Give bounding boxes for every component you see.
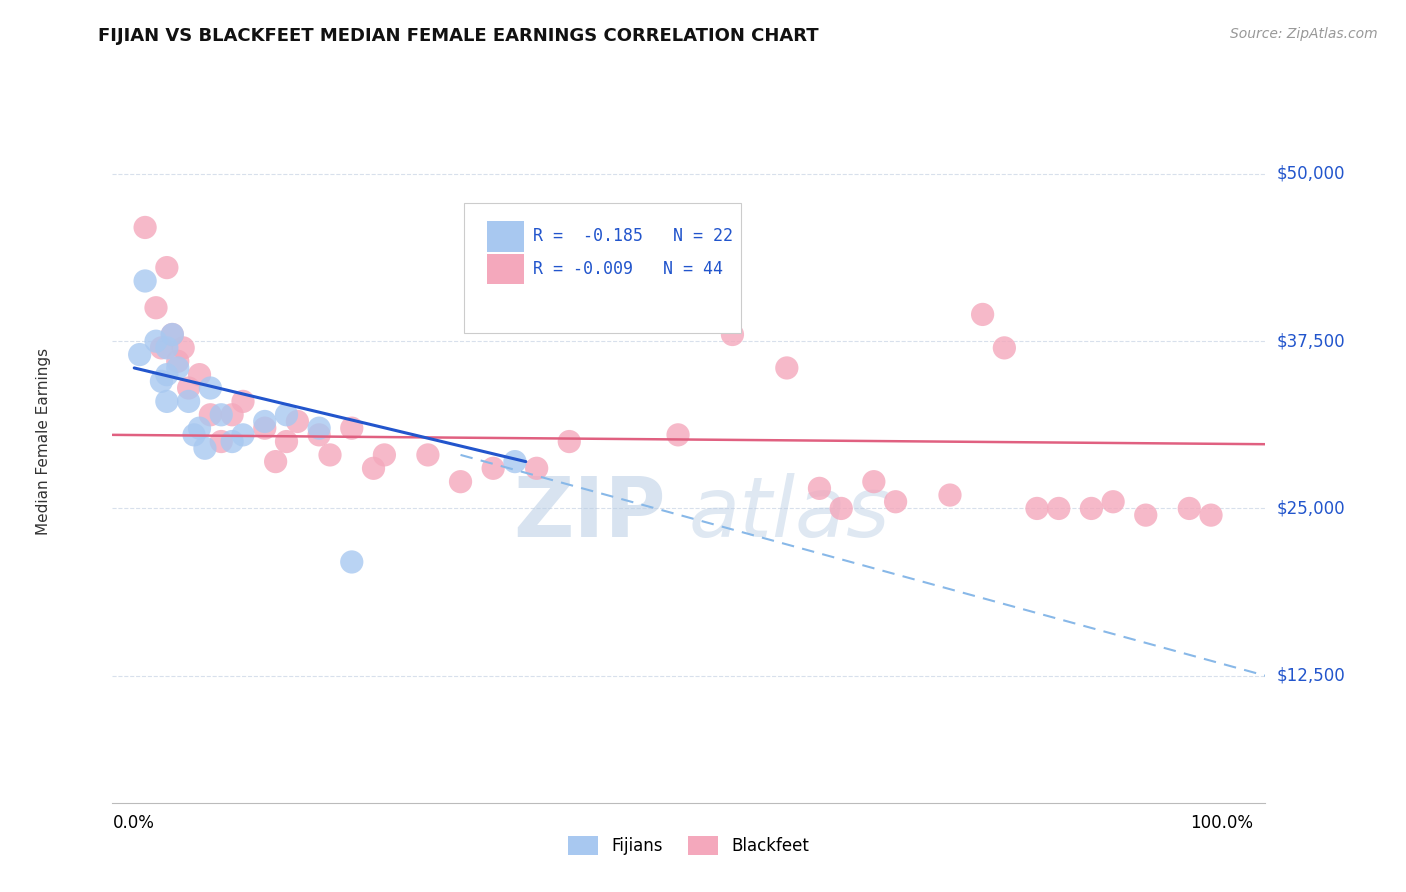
Point: [526, 461, 548, 475]
Point: [340, 421, 363, 435]
Point: [1178, 501, 1201, 516]
Point: [1102, 494, 1125, 508]
Point: [177, 381, 200, 395]
Point: [721, 327, 744, 342]
Point: [373, 448, 395, 462]
Text: atlas: atlas: [689, 474, 890, 554]
Point: [666, 428, 689, 442]
Point: [156, 341, 179, 355]
Point: [276, 408, 298, 422]
Point: [221, 408, 243, 422]
Legend: Fijians, Blackfeet: Fijians, Blackfeet: [560, 827, 818, 863]
Point: [939, 488, 962, 502]
Point: [863, 475, 886, 489]
Point: [340, 555, 363, 569]
Point: [200, 381, 222, 395]
Point: [221, 434, 243, 449]
Text: R = -0.009   N = 44: R = -0.009 N = 44: [533, 260, 723, 277]
Point: [134, 274, 156, 288]
Point: [972, 307, 994, 321]
Point: [150, 341, 173, 355]
Point: [150, 374, 173, 388]
Point: [1080, 501, 1102, 516]
Point: [287, 414, 309, 429]
Point: [1026, 501, 1049, 516]
Point: [808, 482, 831, 496]
Point: [145, 334, 167, 348]
Point: [128, 347, 150, 362]
Point: [1135, 508, 1157, 523]
Point: [209, 434, 232, 449]
Point: [319, 448, 342, 462]
FancyBboxPatch shape: [488, 253, 524, 284]
Point: [145, 301, 167, 315]
Point: [209, 408, 232, 422]
Point: [884, 494, 907, 508]
Text: $37,500: $37,500: [1277, 332, 1346, 351]
Point: [1199, 508, 1222, 523]
Point: [1047, 501, 1070, 516]
Point: [188, 421, 211, 435]
Text: $12,500: $12,500: [1277, 666, 1346, 685]
Point: [450, 475, 472, 489]
Point: [162, 327, 184, 342]
Point: [363, 461, 385, 475]
Point: [276, 434, 298, 449]
Point: [166, 360, 188, 375]
Point: [172, 341, 194, 355]
Point: [156, 394, 179, 409]
Point: [232, 394, 254, 409]
Point: [232, 428, 254, 442]
Point: [188, 368, 211, 382]
Point: [162, 327, 184, 342]
Point: [194, 442, 217, 455]
Point: [166, 354, 188, 368]
Point: [264, 455, 287, 469]
Point: [558, 434, 581, 449]
Point: [253, 421, 276, 435]
FancyBboxPatch shape: [488, 221, 524, 252]
Point: [308, 428, 330, 442]
Point: [253, 414, 276, 429]
Point: [156, 368, 179, 382]
Point: [183, 428, 205, 442]
Text: R =  -0.185   N = 22: R = -0.185 N = 22: [533, 227, 734, 245]
Point: [156, 260, 179, 275]
Text: FIJIAN VS BLACKFEET MEDIAN FEMALE EARNINGS CORRELATION CHART: FIJIAN VS BLACKFEET MEDIAN FEMALE EARNIN…: [98, 27, 820, 45]
Point: [134, 220, 156, 235]
Point: [830, 501, 852, 516]
Point: [482, 461, 505, 475]
Point: [416, 448, 439, 462]
Point: [308, 421, 330, 435]
Text: $50,000: $50,000: [1277, 165, 1346, 183]
Point: [503, 455, 526, 469]
Text: Source: ZipAtlas.com: Source: ZipAtlas.com: [1230, 27, 1378, 41]
FancyBboxPatch shape: [464, 203, 741, 334]
Point: [200, 408, 222, 422]
Point: [177, 394, 200, 409]
Text: $25,000: $25,000: [1277, 500, 1346, 517]
Text: Median Female Earnings: Median Female Earnings: [35, 348, 51, 535]
Text: ZIP: ZIP: [513, 474, 666, 554]
Point: [776, 360, 799, 375]
Point: [993, 341, 1015, 355]
